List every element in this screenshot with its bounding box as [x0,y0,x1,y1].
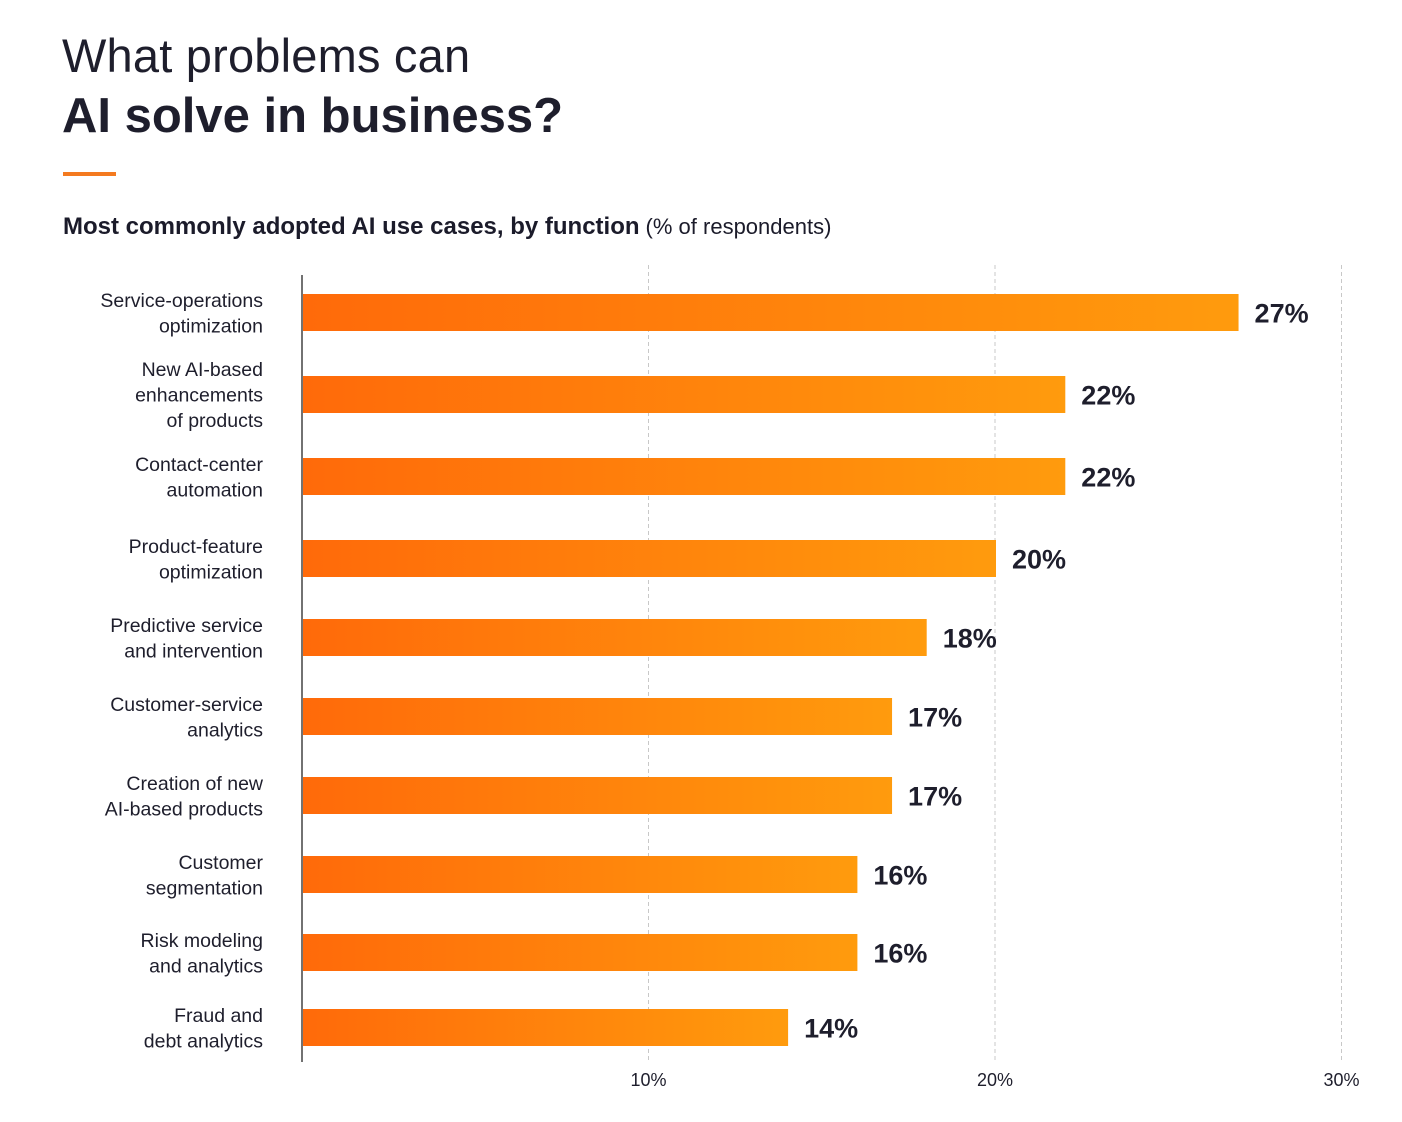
category-label-line: segmentation [146,877,263,899]
category-label-line: of products [167,410,264,432]
category-label-line: enhancements [135,385,263,407]
category-label: Risk modeling and analytics [141,930,264,978]
category-label-line: New AI-based [142,359,263,381]
category-label-line: Risk modeling [141,930,263,952]
category-label-line: Service-operations [100,290,263,312]
category-label-line: Customer [178,852,263,874]
category-label-line: optimization [159,561,263,583]
category-label-line: optimization [159,315,263,337]
value-label: 27% [1255,299,1309,329]
category-label: New AI-based enhancements of products [135,359,263,432]
title-accent-line [63,172,116,176]
category-label: Predictive service and intervention [110,615,263,663]
category-label: Service-operations optimization [100,290,263,338]
chart-subtitle: Most commonly adopted AI use cases, by f… [63,213,831,241]
bar [303,856,858,893]
category-label-line: automation [167,479,263,501]
bar [303,777,893,814]
category-label-line: Customer-service [110,694,263,716]
category-label-line: debt analytics [144,1030,263,1052]
category-label: Creation of new AI-based products [105,773,264,821]
value-label: 17% [908,703,962,733]
bar [303,458,1066,495]
x-axis-ticks: 10% 20% 30% [630,1070,1359,1090]
category-label: Customer-service analytics [110,694,263,742]
bar [303,934,858,971]
subtitle-main: Most commonly adopted AI use cases, by f… [63,213,640,240]
category-label: Fraud and debt analytics [144,1005,263,1053]
category-label-line: Contact-center [135,454,263,476]
bar [303,1009,789,1046]
category-label-line: analytics [187,719,263,741]
x-tick-label: 10% [630,1070,666,1090]
category-label: Customer segmentation [146,852,264,900]
category-label-line: Predictive service [110,615,263,637]
bar [303,619,927,656]
bar [303,376,1066,413]
x-tick-label: 30% [1323,1070,1359,1090]
subtitle-unit: (% of respondents) [645,214,832,239]
category-labels: Service-operations optimization New AI-bas… [100,290,264,1053]
value-labels: 27% 22% 22% 20% 18% 17% 17% 16% 16% 14% [804,299,1308,1044]
chart-title-line1: What problems can [62,29,471,82]
category-label-line: and analytics [149,955,263,977]
value-label: 16% [873,861,927,891]
value-label: 22% [1081,381,1135,411]
value-label: 17% [908,782,962,812]
value-label: 20% [1012,545,1066,575]
bars [303,294,1239,1046]
value-label: 18% [943,624,997,654]
bar [303,294,1239,331]
bar [303,540,996,577]
category-label-line: AI-based products [105,798,264,820]
category-label: Contact-center automation [135,454,263,502]
category-label-line: Creation of new [126,773,263,795]
category-label: Product-feature optimization [129,536,263,584]
value-label: 14% [804,1014,858,1044]
bar [303,698,893,735]
category-label-line: and intervention [124,640,263,662]
value-label: 22% [1081,463,1135,493]
x-tick-label: 20% [977,1070,1013,1090]
value-label: 16% [873,939,927,969]
category-label-line: Fraud and [174,1005,263,1027]
chart-title-line2: AI solve in business? [62,89,564,143]
category-label-line: Product-feature [129,536,263,558]
